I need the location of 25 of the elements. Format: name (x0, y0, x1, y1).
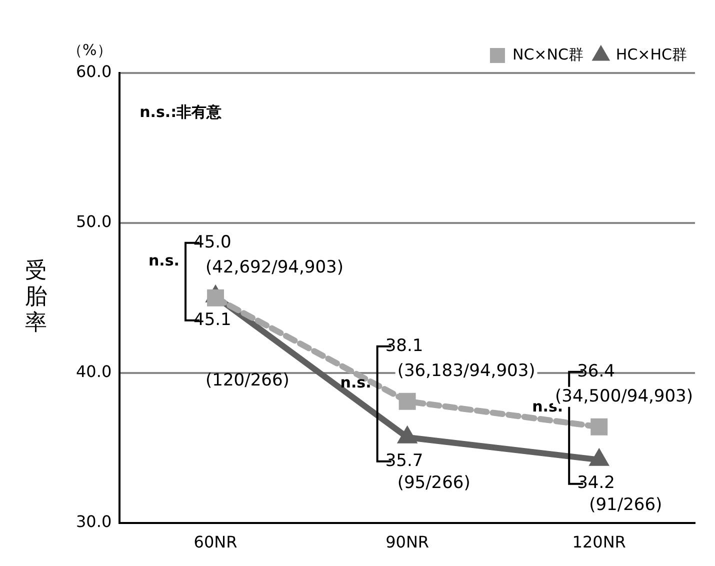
legend-label: NC×NC群 (512, 45, 584, 64)
annotation: (95/266) (397, 472, 470, 493)
data-label: 34.2 (577, 473, 615, 494)
annotation: n.s. (340, 374, 372, 392)
annotation: (91/266) (589, 495, 662, 516)
x-tick-label: 90NR (386, 532, 430, 552)
annotation: (120/266) (206, 370, 290, 391)
legend-label: HC×HC群 (616, 45, 688, 64)
data-label: 45.0 (194, 232, 232, 252)
x-tick-label: 60NR (194, 532, 238, 552)
data-label: 38.1 (385, 336, 424, 356)
x-tick-label: 120NR (572, 532, 626, 552)
y-axis-title: 受胎率 (25, 258, 47, 336)
y-tick-label: 30.0 (76, 512, 112, 531)
data-label: 36.4 (577, 361, 615, 382)
y-tick-label: 60.0 (76, 62, 112, 82)
data-label: 35.7 (385, 450, 424, 471)
y-tick-label: 40.0 (76, 362, 112, 382)
y-tick-label: 50.0 (76, 212, 112, 232)
annotation: (42,692/94,903) (206, 257, 344, 278)
annotation: n.s.:非有意 (140, 102, 223, 121)
annotation: n.s. (148, 252, 180, 270)
annotation: (36,183/94,903) (397, 360, 536, 381)
text: （%） (67, 40, 112, 59)
data-label: 45.1 (194, 310, 232, 330)
